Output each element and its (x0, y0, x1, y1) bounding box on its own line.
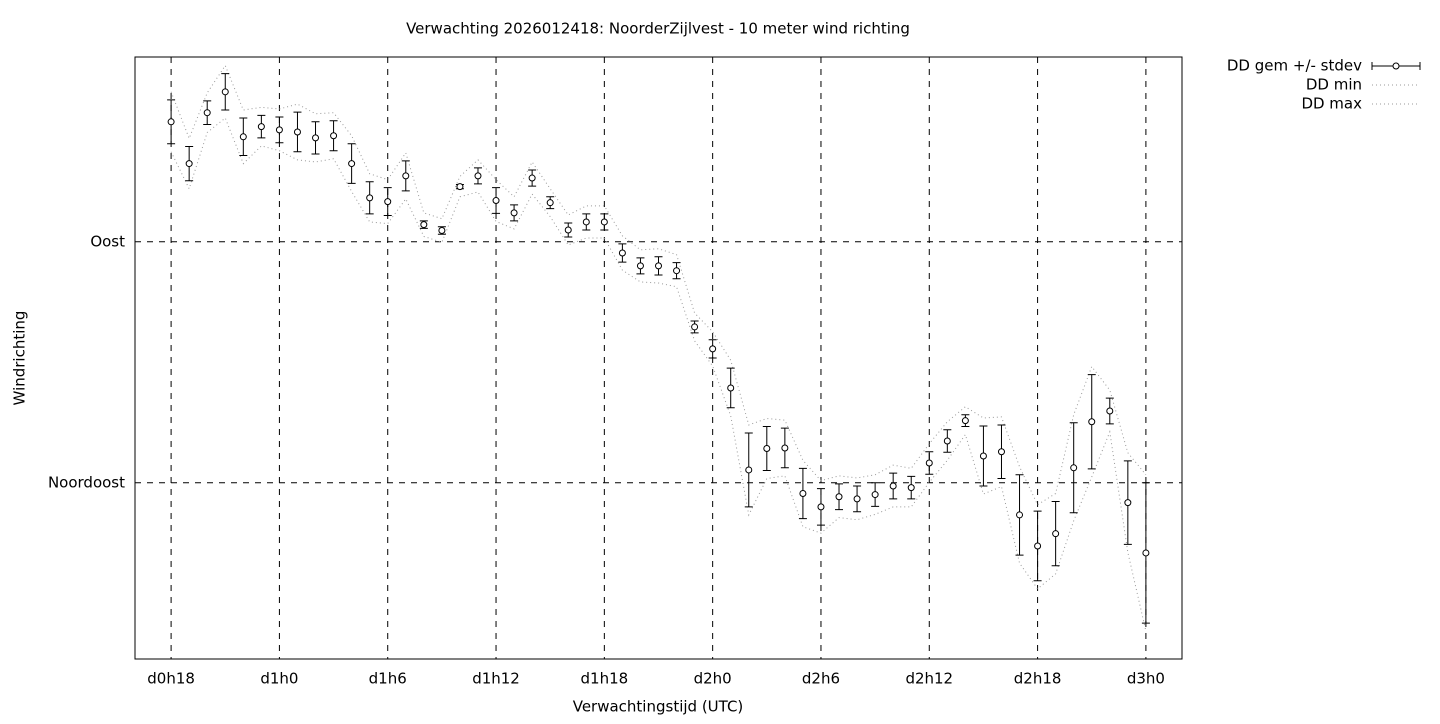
data-point (402, 172, 410, 180)
chart-title: Verwachting 2026012418: NoorderZijlvest … (406, 20, 910, 38)
data-point (745, 466, 753, 474)
data-point (185, 160, 193, 168)
data-point (546, 199, 554, 207)
data-point (636, 262, 644, 270)
data-point (781, 444, 789, 452)
data-point (203, 109, 211, 117)
x-tick-label: d1h18 (581, 670, 629, 688)
data-point (1070, 464, 1078, 472)
data-point (528, 174, 536, 182)
data-point (510, 209, 518, 217)
data-point (943, 437, 951, 445)
data-point (709, 345, 717, 353)
data-point (293, 128, 301, 136)
data-point (817, 503, 825, 511)
data-point (492, 197, 500, 205)
legend-label: DD max (1301, 95, 1362, 113)
data-point (366, 194, 374, 202)
data-point (600, 218, 608, 226)
data-point (456, 183, 464, 191)
data-point (420, 221, 428, 229)
data-point (1016, 511, 1024, 519)
data-point (889, 482, 897, 490)
data-point (239, 133, 247, 141)
data-point (1142, 549, 1150, 557)
legend-label: DD gem +/- stdev (1227, 57, 1362, 75)
data-point (763, 445, 771, 453)
legend-sample (1392, 62, 1400, 70)
data-point (673, 267, 681, 275)
data-point (691, 323, 699, 331)
x-tick-label: d2h6 (802, 670, 840, 688)
data-point (997, 448, 1005, 456)
data-point (871, 491, 879, 499)
data-point (907, 484, 915, 492)
data-point (474, 172, 482, 180)
data-point (1034, 542, 1042, 550)
data-point (1106, 407, 1114, 415)
range-line (170, 117, 1147, 632)
data-point (618, 249, 626, 257)
data-point (564, 226, 572, 234)
data-point (312, 134, 320, 142)
data-point (979, 452, 987, 460)
data-point (221, 88, 229, 96)
x-axis-label: Verwachtingstijd (UTC) (573, 698, 744, 716)
data-point (853, 495, 861, 503)
data-point (925, 459, 933, 467)
y-tick-label: Oost (90, 232, 125, 250)
data-point (1124, 499, 1132, 507)
data-point (655, 262, 662, 270)
data-point (799, 490, 807, 498)
data-point (348, 160, 356, 168)
data-point (275, 126, 283, 134)
x-tick-label: d1h12 (472, 670, 520, 688)
plot-frame (134, 56, 1183, 660)
data-point (727, 384, 735, 392)
data-point (961, 417, 969, 425)
y-tick-label: Noordoost (48, 473, 125, 491)
x-tick-label: d2h12 (905, 670, 953, 688)
data-point (167, 118, 175, 126)
x-tick-label: d2h18 (1014, 670, 1062, 688)
x-tick-label: d0h18 (147, 670, 195, 688)
data-point (1052, 530, 1060, 538)
data-point (438, 227, 446, 235)
data-point (257, 123, 265, 131)
y-axis-label: Windrichting (11, 311, 29, 406)
x-tick-label: d2h0 (694, 670, 732, 688)
x-tick-label: d1h6 (369, 670, 407, 688)
data-point (330, 132, 338, 140)
data-point (1088, 418, 1096, 426)
data-point (835, 493, 843, 501)
legend-label: DD min (1306, 76, 1362, 94)
data-point (384, 198, 392, 206)
x-tick-label: d3h0 (1127, 670, 1165, 688)
data-point (582, 218, 590, 226)
x-tick-label: d1h0 (260, 670, 298, 688)
